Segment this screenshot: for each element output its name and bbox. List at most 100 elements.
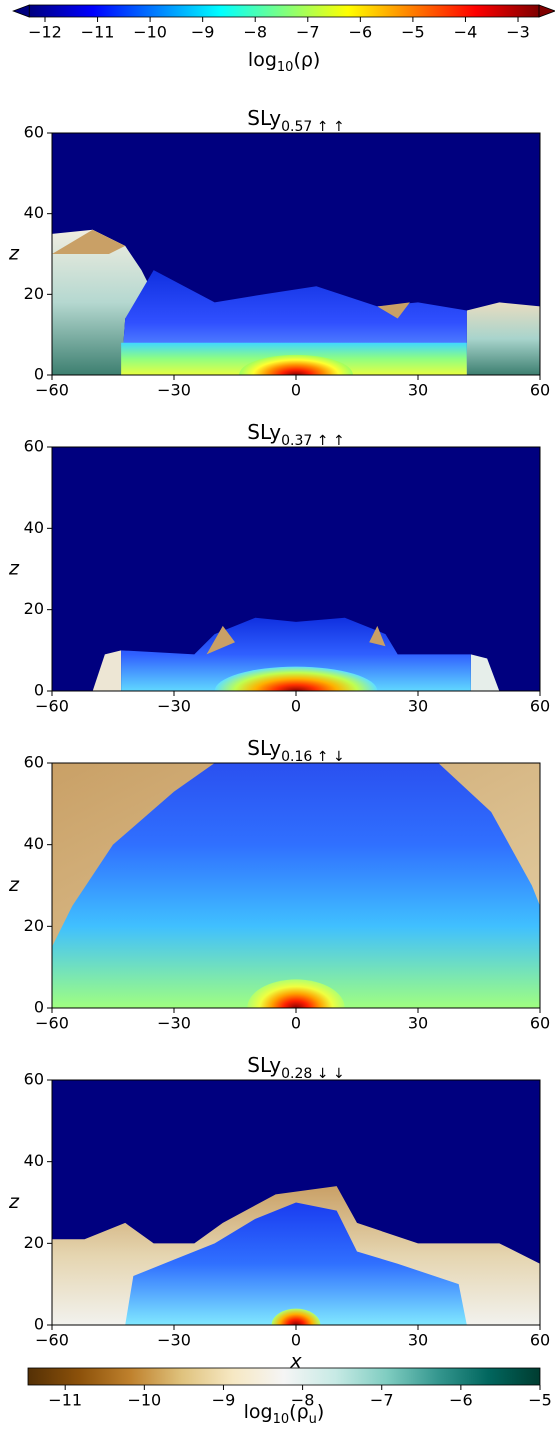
y-tick-label: 0 — [34, 681, 44, 700]
label-part: (ρ) — [293, 49, 320, 71]
density-region — [206, 625, 235, 655]
x-tick-label: 60 — [530, 381, 550, 400]
y-tick-label: 0 — [34, 365, 44, 384]
x-tick-label: −60 — [35, 1014, 69, 1033]
density-region — [377, 302, 410, 319]
density-region — [52, 229, 154, 375]
x-tick-label: −30 — [157, 1014, 191, 1033]
y-axis-label: z — [8, 874, 20, 896]
colorbar-extend — [12, 4, 30, 18]
x-tick-label: 30 — [408, 697, 428, 716]
tick-label: −11 — [48, 1391, 82, 1410]
density-region — [92, 650, 122, 691]
x-tick-label: −30 — [157, 381, 191, 400]
y-axis-label: z — [8, 1191, 20, 1213]
y-tick-label: 40 — [24, 1151, 44, 1170]
label-part: (ρ — [289, 1401, 308, 1423]
tick-label: −9 — [212, 1391, 236, 1410]
label-part: 10 — [277, 60, 294, 75]
colorbar-label: log10(ρ) — [248, 49, 320, 76]
tick-label: −7 — [370, 1391, 394, 1410]
heatmap — [52, 1080, 540, 1325]
density-region — [125, 1202, 467, 1325]
tick-label: −6 — [349, 23, 373, 42]
x-axis-label: x — [289, 1351, 302, 1373]
tick-label: −7 — [296, 23, 320, 42]
x-tick-label: 0 — [291, 1014, 301, 1033]
tick-label: −10 — [133, 23, 167, 42]
x-tick-label: 0 — [291, 697, 301, 716]
y-tick-label: 60 — [24, 123, 44, 142]
tick-label: −10 — [127, 1391, 161, 1410]
density-region — [52, 763, 540, 1008]
title-sub: 0.37 ↑ ↑ — [281, 433, 345, 449]
y-tick-label: 40 — [24, 203, 44, 222]
heatmap — [52, 447, 540, 691]
tick-label: −8 — [291, 1391, 315, 1410]
x-tick-label: 60 — [530, 1331, 550, 1350]
colorbar — [28, 4, 540, 18]
panel-title: SLy0.57 ↑ ↑ — [247, 106, 344, 136]
y-tick-label: 20 — [24, 599, 44, 618]
label-part: log — [248, 49, 277, 71]
density-region — [121, 617, 471, 691]
tick-label: −5 — [401, 23, 425, 42]
density-region — [247, 979, 345, 1008]
x-tick-label: 0 — [291, 381, 301, 400]
colorbar-extend — [538, 4, 555, 18]
panel-title: SLy0.37 ↑ ↑ — [247, 420, 344, 450]
colorbar — [27, 1367, 541, 1386]
label-part: u — [309, 1412, 317, 1427]
density-region — [271, 1308, 321, 1325]
density-region — [239, 354, 353, 375]
tick-label: −5 — [528, 1391, 552, 1410]
title-main: SLy — [247, 106, 281, 130]
y-tick-label: 40 — [24, 518, 44, 537]
y-tick-label: 0 — [34, 1315, 44, 1334]
x-tick-label: −30 — [157, 1331, 191, 1350]
y-tick-label: 60 — [24, 753, 44, 772]
x-tick-label: −60 — [35, 381, 69, 400]
x-tick-label: −30 — [157, 697, 191, 716]
title-main: SLy — [247, 736, 281, 760]
title-sub: 0.57 ↑ ↑ — [281, 119, 345, 135]
tick-label: −11 — [81, 23, 115, 42]
x-tick-label: −60 — [35, 697, 69, 716]
y-tick-label: 40 — [24, 834, 44, 853]
title-main: SLy — [247, 1053, 281, 1077]
y-tick-label: 20 — [24, 916, 44, 935]
panel-title: SLy0.16 ↑ ↓ — [247, 736, 344, 766]
y-tick-label: 20 — [24, 1233, 44, 1252]
colorbar-label: log10(ρu) — [244, 1401, 325, 1428]
y-tick-label: 20 — [24, 284, 44, 303]
title-main: SLy — [247, 420, 281, 444]
x-tick-label: 30 — [408, 1014, 428, 1033]
density-region — [52, 229, 126, 254]
title-sub: 0.28 ↓ ↓ — [281, 1066, 345, 1082]
label-part: 10 — [273, 1412, 290, 1427]
label-part: log — [244, 1401, 273, 1423]
density-region — [214, 666, 378, 691]
panel-title: SLy0.28 ↓ ↓ — [247, 1053, 344, 1083]
density-region — [466, 302, 540, 375]
tick-label: −12 — [28, 23, 62, 42]
tick-label: −3 — [506, 23, 530, 42]
y-tick-label: 60 — [24, 437, 44, 456]
tick-label: −6 — [449, 1391, 473, 1410]
density-region — [470, 654, 500, 691]
y-axis-label: z — [8, 558, 20, 580]
tick-label: −9 — [191, 23, 215, 42]
heatmap — [52, 763, 540, 1008]
x-tick-label: 0 — [291, 1331, 301, 1350]
x-tick-label: 60 — [530, 697, 550, 716]
title-sub: 0.16 ↑ ↓ — [281, 749, 345, 765]
x-tick-label: 30 — [408, 1331, 428, 1350]
x-tick-label: 30 — [408, 381, 428, 400]
density-region — [369, 625, 386, 647]
heatmap — [52, 133, 540, 375]
y-tick-label: 0 — [34, 998, 44, 1017]
y-axis-label: z — [8, 243, 20, 265]
tick-label: −4 — [454, 23, 478, 42]
x-tick-label: 60 — [530, 1014, 550, 1033]
